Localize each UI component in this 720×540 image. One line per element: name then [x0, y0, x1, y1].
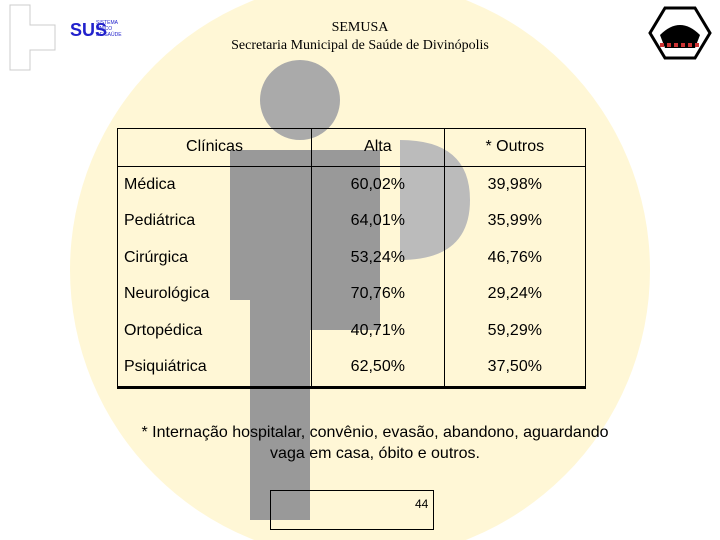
cell: 29,24% [443, 276, 587, 313]
logo-subtext: SISTEMA ÚNICO DE SAÚDE [96, 20, 122, 38]
cell: 46,76% [443, 239, 587, 276]
row: Ortopédica 40,71% 59,29% [117, 312, 587, 349]
subtitle: Secretaria Municipal de Saúde de Divinóp… [231, 38, 489, 53]
cell: 35,99% [443, 203, 587, 240]
cell: Médica [117, 165, 312, 203]
cell: Ortopédica [117, 312, 312, 349]
cell: 70,76% [311, 276, 445, 313]
column-header: Alta [311, 128, 445, 167]
logo-line: SISTEMA [96, 20, 118, 26]
footnote: vaga em casa, óbito e outros. [270, 445, 480, 462]
page-number: 44 [415, 497, 429, 511]
logo-line: ÚNICO [96, 26, 113, 32]
header-row: Clínicas Alta * Outros [117, 128, 587, 167]
title: SEMUSA [331, 20, 389, 35]
cell: Psiquiátrica [117, 349, 312, 389]
row: Cirúrgica 53,24% 46,76% [117, 239, 587, 276]
row: Pediátrica 64,01% 35,99% [117, 203, 587, 240]
page-number-box: 44 [270, 490, 434, 530]
cell: 59,29% [443, 312, 587, 349]
logo-line: DE SAÚDE [96, 32, 122, 38]
logo: SUS [70, 20, 108, 40]
cell: 37,50% [443, 349, 587, 389]
cell: Cirúrgica [117, 239, 312, 276]
cell: 64,01% [311, 203, 445, 240]
cell: Neurológica [117, 276, 312, 313]
footnote: * Internação hospitalar, convênio, evasã… [141, 424, 609, 441]
cell: 60,02% [311, 165, 445, 203]
row: Neurológica 70,76% 29,24% [117, 276, 587, 313]
row: Psiquiátrica 62,50% 37,50% [117, 349, 587, 389]
column-header: * Outros [443, 128, 587, 167]
column-header: Clínicas [117, 128, 312, 167]
cell: 40,71% [311, 312, 445, 349]
cell: 39,98% [443, 165, 587, 203]
table: Clínicas Alta * Outros Médica 60,02% 39,98% Pe… [117, 128, 587, 389]
cell: 53,24% [311, 239, 445, 276]
cell: 62,50% [311, 349, 445, 389]
row: Médica 60,02% 39,98% [117, 165, 587, 203]
cell: Pediátrica [117, 203, 312, 240]
